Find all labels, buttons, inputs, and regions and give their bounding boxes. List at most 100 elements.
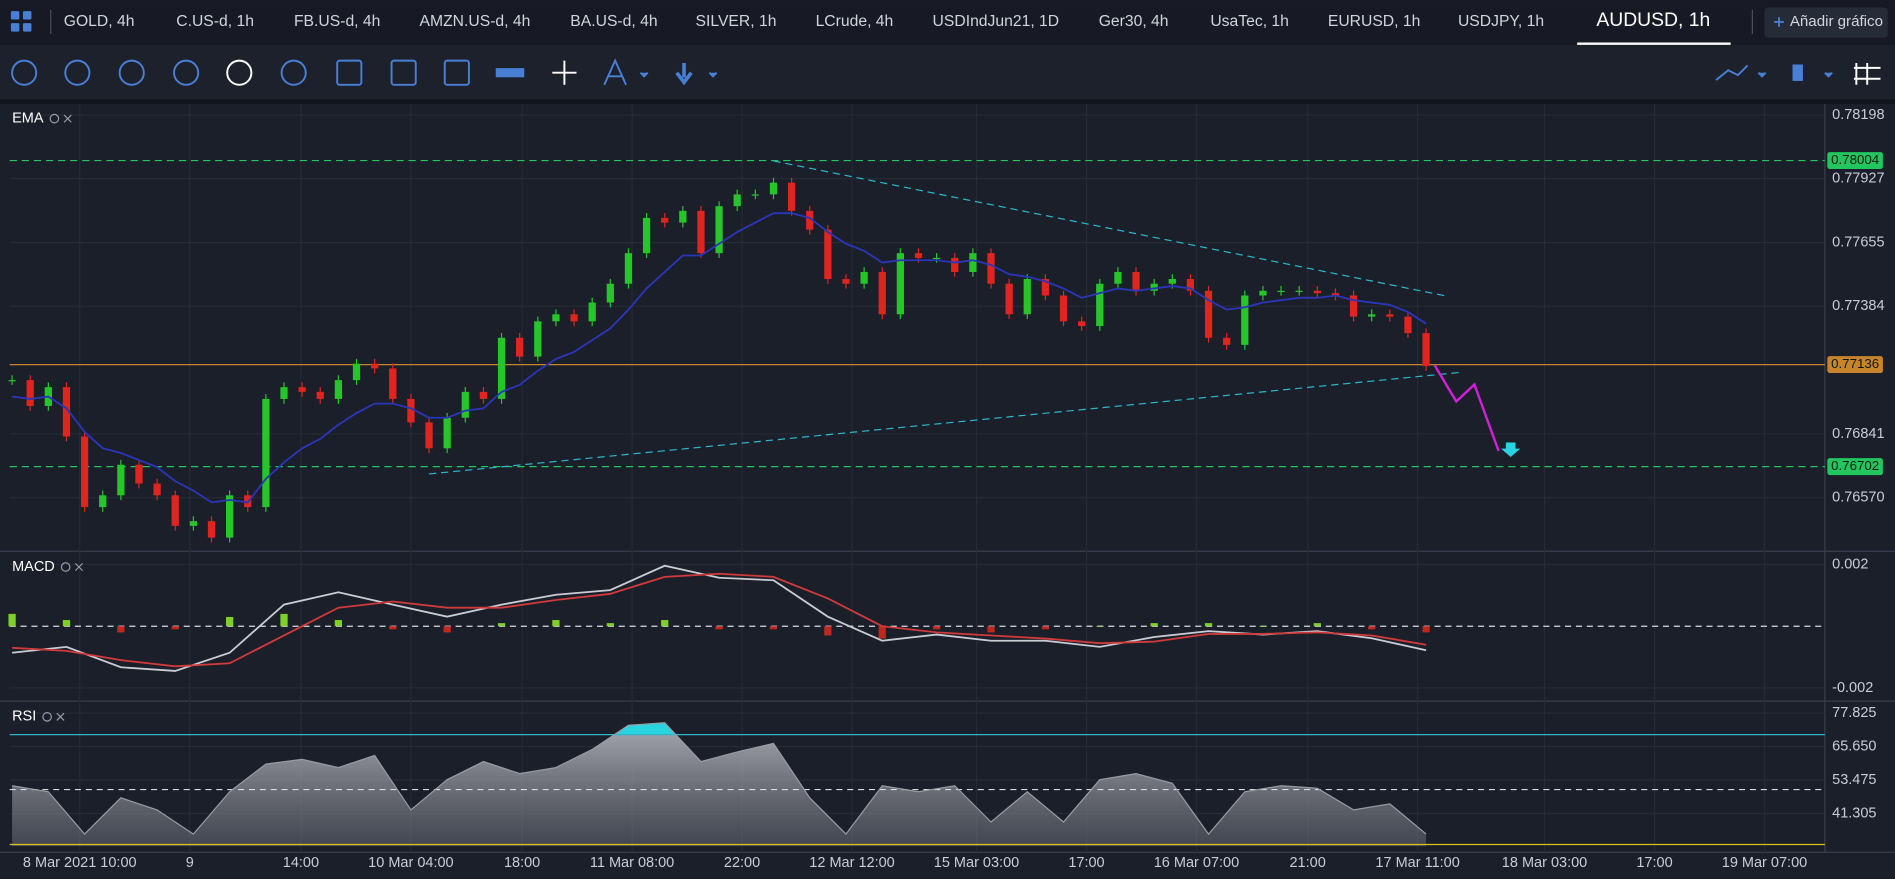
macd-line bbox=[11, 564, 1427, 672]
tab[interactable]: Ger30, 4h bbox=[1099, 13, 1169, 30]
candle bbox=[443, 417, 451, 449]
add-chart-label[interactable]: Añadir gráfico bbox=[1790, 13, 1883, 30]
candle bbox=[171, 495, 179, 526]
candle bbox=[824, 229, 832, 280]
macd-histogram-bar bbox=[552, 620, 560, 627]
candle bbox=[316, 391, 324, 399]
ema-line bbox=[11, 212, 1427, 504]
macd-histogram-bar bbox=[1096, 626, 1104, 627]
tab[interactable]: LCrude, 4h bbox=[816, 13, 894, 30]
macd-histogram-bar bbox=[8, 613, 16, 627]
toolbar-shadow bbox=[0, 99, 1895, 105]
candle bbox=[1096, 283, 1104, 327]
y-tick-label: 0.76570 bbox=[1832, 489, 1884, 505]
candle bbox=[679, 210, 687, 223]
y-tick-label: 0.77655 bbox=[1832, 234, 1884, 250]
add-chart-button[interactable]: Añadir gráfico bbox=[1764, 7, 1888, 38]
macd-histogram-bar bbox=[824, 626, 832, 636]
candle bbox=[751, 194, 759, 196]
rsi-line bbox=[11, 722, 1427, 836]
x-tick-label: 8 Mar 2021 10:00 bbox=[23, 855, 137, 871]
candle bbox=[497, 337, 506, 399]
macd-histogram-bar bbox=[606, 623, 614, 627]
candle bbox=[1223, 337, 1231, 345]
tab[interactable]: UsaTec, 1h bbox=[1210, 13, 1289, 30]
candle bbox=[62, 387, 71, 437]
tab[interactable]: FB.US-d, 4h bbox=[294, 13, 380, 30]
candle bbox=[425, 422, 433, 449]
candle bbox=[1023, 279, 1031, 315]
x-tick-label: 16 Mar 07:00 bbox=[1154, 855, 1239, 871]
toolbar bbox=[0, 44, 1895, 100]
projection-arrow bbox=[1501, 442, 1521, 458]
candle bbox=[987, 253, 995, 284]
candle bbox=[1331, 293, 1340, 296]
pane-title: EMA bbox=[12, 110, 44, 126]
tab[interactable]: GOLD, 4h bbox=[64, 13, 135, 30]
candle bbox=[1041, 279, 1050, 296]
macd-histogram-bar bbox=[225, 616, 234, 627]
x-tick-label: 19 Mar 07:00 bbox=[1722, 855, 1807, 871]
candle bbox=[697, 210, 705, 254]
price-level-label: 0.77136 bbox=[1831, 356, 1879, 371]
settings-icon[interactable] bbox=[42, 712, 52, 722]
y-tick-label: 0.76841 bbox=[1832, 426, 1884, 442]
x-tick-label: 17:00 bbox=[1636, 855, 1672, 871]
price-level-tag bbox=[1827, 356, 1883, 374]
candle bbox=[769, 182, 778, 195]
tab[interactable]: C.US-d, 1h bbox=[176, 13, 254, 30]
candle bbox=[407, 398, 415, 423]
x-tick-label: 17:00 bbox=[1068, 855, 1104, 871]
close-icon[interactable] bbox=[56, 712, 65, 721]
settings-icon[interactable] bbox=[49, 113, 60, 124]
macd-histogram-bar bbox=[1150, 623, 1158, 627]
x-tick-label: 21:00 bbox=[1289, 855, 1325, 871]
candle bbox=[189, 521, 197, 526]
tab[interactable]: USDJPY, 1h bbox=[1458, 13, 1544, 30]
price-level-tag bbox=[1827, 152, 1883, 170]
candle bbox=[135, 464, 143, 484]
candle bbox=[516, 337, 524, 357]
macd-histogram-bar bbox=[661, 620, 669, 627]
pane-title: MACD bbox=[12, 559, 55, 575]
candle bbox=[262, 398, 270, 508]
active-tab[interactable]: AUDUSD, 1h bbox=[1596, 10, 1710, 31]
settings-icon[interactable] bbox=[60, 562, 71, 572]
price-level-tag bbox=[1827, 458, 1883, 476]
candle bbox=[534, 321, 542, 357]
tab[interactable]: AMZN.US-d, 4h bbox=[420, 13, 531, 30]
tab[interactable]: USDIndJun21, 1D bbox=[933, 13, 1060, 30]
macd-histogram-bar bbox=[443, 626, 451, 633]
candle bbox=[1349, 295, 1358, 317]
apps-icon[interactable] bbox=[10, 11, 32, 32]
tab[interactable]: BA.US-d, 4h bbox=[570, 13, 657, 30]
candle bbox=[642, 217, 651, 254]
candle bbox=[80, 436, 89, 508]
y-tick-label: 53.475 bbox=[1832, 772, 1876, 788]
tab[interactable]: SILVER, 1h bbox=[696, 13, 777, 30]
trend-line bbox=[773, 160, 1448, 297]
x-tick-label: 14:00 bbox=[283, 855, 319, 871]
candle bbox=[969, 253, 977, 272]
x-tick-label: 12 Mar 12:00 bbox=[809, 855, 894, 871]
close-icon[interactable] bbox=[74, 562, 84, 572]
projection-path bbox=[1433, 364, 1500, 452]
tab[interactable]: EURUSD, 1h bbox=[1328, 13, 1421, 30]
candle bbox=[951, 257, 959, 272]
close-icon[interactable] bbox=[63, 114, 72, 123]
macd-histogram-bar bbox=[389, 626, 397, 630]
candle bbox=[932, 257, 941, 260]
x-tick-label: 18 Mar 03:00 bbox=[1502, 855, 1587, 871]
signal-line bbox=[12, 572, 1427, 668]
y-tick-label: 0.78198 bbox=[1832, 107, 1884, 123]
x-tick-label: 10 Mar 04:00 bbox=[368, 855, 453, 871]
candle bbox=[153, 483, 161, 496]
candle bbox=[207, 521, 216, 538]
candle bbox=[8, 380, 16, 382]
candle bbox=[1114, 271, 1122, 284]
candle bbox=[878, 271, 886, 315]
macd-histogram-bar bbox=[932, 626, 941, 630]
candle bbox=[225, 495, 234, 538]
